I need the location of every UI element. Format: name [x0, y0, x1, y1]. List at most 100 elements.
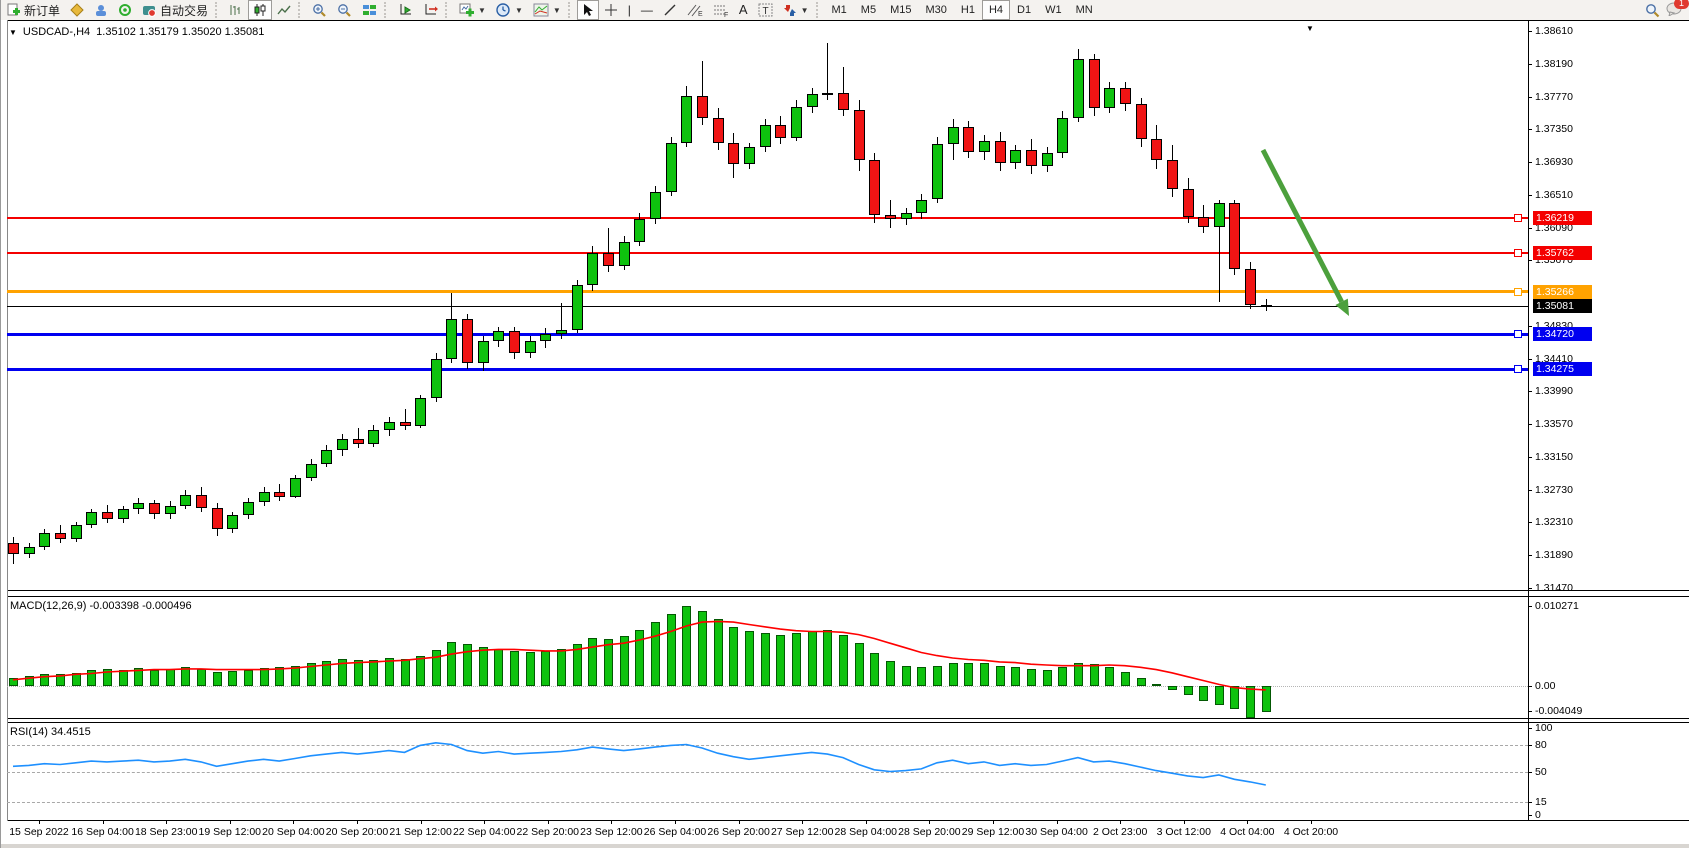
- date-label[interactable]: 28 Sep 20:00: [898, 826, 961, 838]
- candle-body: [258, 492, 270, 503]
- date-label[interactable]: 19 Sep 12:00: [198, 826, 262, 838]
- text-label-tool-button[interactable]: T: [753, 0, 778, 20]
- level-2-line[interactable]: [7, 290, 1528, 294]
- auto-trading-button[interactable]: 自动交易: [137, 0, 213, 20]
- date-label[interactable]: 22 Sep 20:00: [516, 826, 580, 838]
- date-label[interactable]: 28 Sep 04:00: [834, 826, 898, 838]
- level-4-line[interactable]: [7, 367, 1528, 371]
- zoom-in-button[interactable]: [307, 0, 332, 20]
- fibonacci-tool-button[interactable]: F: [708, 0, 734, 20]
- timeframe-M15-button[interactable]: M15: [890, 4, 912, 16]
- timeframe-W1-button[interactable]: W1: [1045, 4, 1062, 16]
- date-label[interactable]: 15 Sep 2022: [9, 826, 69, 838]
- current-price-line[interactable]: [7, 305, 1528, 307]
- candlestick-mode-button[interactable]: [248, 0, 273, 20]
- line-chart-mode-button[interactable]: [272, 0, 296, 20]
- macd-histogram-bar: [792, 633, 801, 686]
- metaeditor-button[interactable]: [65, 0, 89, 20]
- macd-histogram-bar: [212, 671, 222, 686]
- level-3-anchor[interactable]: [1514, 330, 1522, 339]
- date-label[interactable]: 4 Oct 20:00: [1283, 826, 1339, 838]
- date-label[interactable]: 3 Oct 12:00: [1156, 826, 1211, 838]
- macd-rsi-splitter[interactable]: [7, 718, 1689, 719]
- candle-wick: [357, 428, 359, 449]
- arrows-tool-button[interactable]: ▼: [778, 0, 814, 20]
- price-axis-line[interactable]: [1528, 20, 1529, 821]
- date-label[interactable]: 26 Sep 20:00: [707, 826, 770, 838]
- cursor-icon: [583, 4, 593, 16]
- text-tool-button[interactable]: A: [738, 2, 748, 17]
- date-label[interactable]: 26 Sep 04:00: [643, 826, 707, 838]
- date-label[interactable]: 16 Sep 04:00: [71, 826, 134, 838]
- timeframe-M1-button[interactable]: M1: [831, 4, 847, 16]
- date-tick-mark: [1247, 820, 1249, 824]
- macd-histogram-bar: [729, 626, 739, 686]
- level-1-anchor[interactable]: [1514, 249, 1522, 258]
- date-label[interactable]: 30 Sep 04:00: [1025, 826, 1088, 838]
- timeframe-H4-button[interactable]: H4: [981, 0, 1011, 20]
- toolbar-separator: [384, 2, 391, 18]
- price-tick-mark: [1528, 96, 1532, 98]
- auto-scroll-button[interactable]: [393, 0, 418, 20]
- level-2-anchor[interactable]: [1514, 287, 1522, 296]
- macd-histogram-bar: [1011, 667, 1021, 686]
- signals-button[interactable]: [113, 0, 137, 20]
- timeframe-H1-button[interactable]: H1: [960, 4, 975, 16]
- date-label[interactable]: 18 Sep 23:00: [134, 826, 198, 838]
- chart-shift-button[interactable]: [418, 0, 443, 20]
- candle-body: [1119, 87, 1131, 104]
- level-0-line[interactable]: [7, 216, 1528, 219]
- date-label[interactable]: 20 Sep 04:00: [262, 826, 325, 838]
- candlestick-icon: [254, 4, 266, 16]
- level-1-price-badge: 1.35762: [1533, 246, 1592, 261]
- new-order-button[interactable]: 新订单: [1, 0, 65, 20]
- level-1-line[interactable]: [7, 252, 1528, 255]
- candle-wick: [889, 199, 891, 229]
- date-label[interactable]: 23 Sep 12:00: [580, 826, 643, 838]
- zoom-out-button[interactable]: [332, 0, 357, 20]
- date-label[interactable]: 2 Oct 23:00: [1093, 826, 1148, 838]
- crosshair-tool-button[interactable]: [599, 0, 623, 20]
- vertical-line-tool-button[interactable]: |: [627, 3, 631, 17]
- chart-window[interactable]: ▼ USDCAD-,H4 1.35102 1.35179 1.35020 1.3…: [1, 20, 1689, 848]
- macd-histogram-bar: [24, 675, 34, 686]
- cursor-tool-button[interactable]: [576, 0, 599, 20]
- date-label[interactable]: 29 Sep 12:00: [961, 826, 1025, 838]
- tile-windows-button[interactable]: [357, 0, 382, 20]
- new-chart-button[interactable]: ▼: [454, 0, 491, 20]
- date-label[interactable]: 4 Oct 04:00: [1220, 826, 1275, 838]
- indicators-button[interactable]: ▼: [528, 0, 566, 20]
- timeframe-MN-button[interactable]: MN: [1075, 4, 1093, 16]
- price-tick-mark: [1528, 129, 1532, 131]
- date-label[interactable]: 22 Sep 04:00: [452, 826, 516, 838]
- timeframe-M5-button[interactable]: M5: [860, 4, 877, 16]
- channel-tool-button[interactable]: E: [682, 0, 708, 20]
- candle-body: [101, 512, 113, 519]
- macd-histogram-bar: [917, 667, 927, 686]
- level-0-price-badge: 1.36219: [1533, 210, 1592, 225]
- bar-chart-mode-button[interactable]: [224, 0, 248, 20]
- date-label[interactable]: 27 Sep 12:00: [770, 826, 834, 838]
- trendline-tool-button[interactable]: [658, 0, 682, 20]
- search-icon[interactable]: [1645, 3, 1660, 18]
- horizontal-line-tool-button[interactable]: —: [640, 3, 653, 17]
- collapse-triangle-icon[interactable]: ▼: [9, 27, 17, 37]
- date-tick-mark: [865, 820, 867, 824]
- profiles-button[interactable]: ▼: [491, 0, 528, 20]
- date-label[interactable]: 21 Sep 12:00: [389, 826, 452, 838]
- trend-arrow-line[interactable]: [1260, 148, 1344, 303]
- community-button[interactable]: [89, 0, 113, 20]
- chart-shift-marker-icon[interactable]: ▼: [1306, 24, 1314, 33]
- main-macd-splitter[interactable]: [7, 590, 1689, 591]
- date-label[interactable]: 20 Sep 20:00: [325, 826, 389, 838]
- date-tick-mark: [357, 820, 358, 824]
- level-0-anchor[interactable]: [1514, 213, 1522, 222]
- level-3-line[interactable]: [7, 332, 1528, 336]
- notifications-button[interactable]: 1: [1666, 0, 1689, 19]
- timeframe-D1-button[interactable]: D1: [1017, 4, 1032, 16]
- level-4-anchor[interactable]: [1514, 365, 1522, 374]
- price-tick-label: 1.38610: [1535, 25, 1573, 37]
- price-tick-label: 1.37770: [1535, 90, 1573, 103]
- timeframe-M30-button[interactable]: M30: [925, 4, 947, 16]
- macd-histogram-bar: [760, 633, 770, 686]
